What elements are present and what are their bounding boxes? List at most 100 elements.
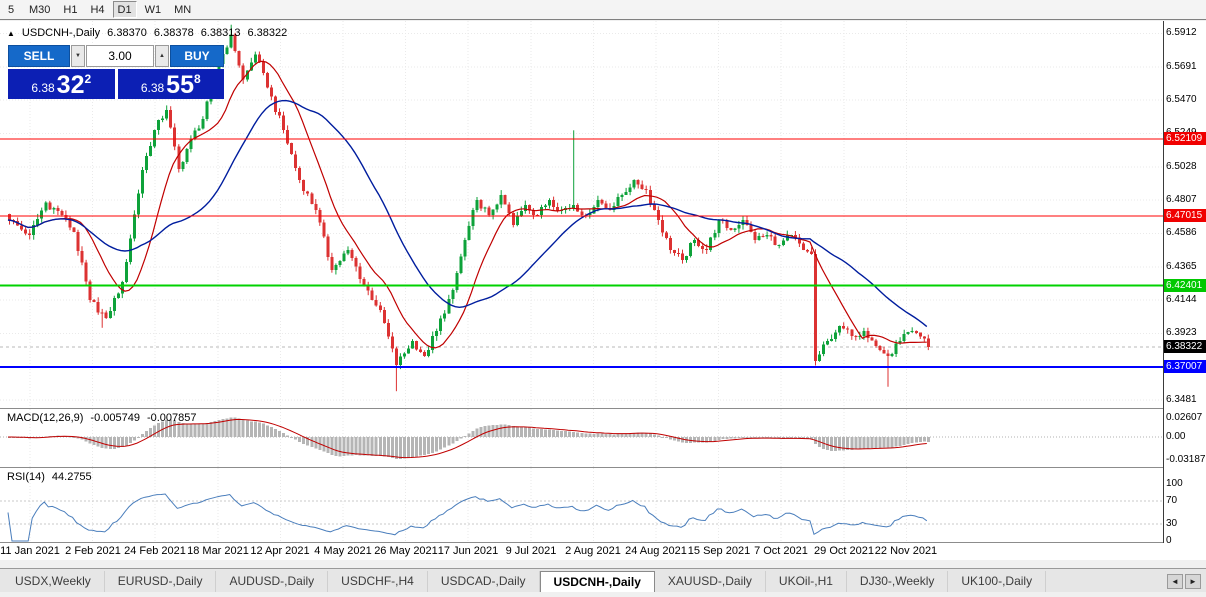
sell-price-big: 32 [56, 71, 85, 99]
volume-decrease-button[interactable]: ▼ [71, 45, 85, 67]
date-axis-label: 24 Feb 2021 [124, 545, 186, 557]
candles-down [8, 32, 930, 392]
tab-ukoil-h1[interactable]: UKOil-,H1 [766, 571, 847, 592]
price-axis-label: 6.5691 [1166, 61, 1197, 72]
price-axis: 6.59126.56916.54706.52496.50286.48076.45… [1163, 21, 1206, 543]
price-axis-label: 6.4586 [1166, 227, 1197, 238]
date-axis-label: 18 Mar 2021 [187, 545, 249, 557]
macd-axis-label: -0.03187 [1166, 454, 1206, 465]
panel-splitter[interactable] [0, 467, 1206, 468]
date-axis-label: 26 May 2021 [374, 545, 438, 557]
date-axis-label: 24 Aug 2021 [625, 545, 687, 557]
timeframe-button-m30[interactable]: M30 [29, 3, 51, 16]
rsi-axis-label: 30 [1166, 518, 1178, 529]
timeframe-button-5[interactable]: 5 [7, 3, 15, 16]
price-axis-label: 6.3923 [1166, 327, 1197, 338]
price-axis-label: 6.3481 [1166, 394, 1197, 405]
macd-axis-label: 0.00 [1166, 431, 1186, 442]
buy-price-display[interactable]: 6.38 55 8 [117, 69, 224, 99]
chart-tab-bar: USDX,Weekly EURUSD-,Daily AUDUSD-,Daily USD… [0, 568, 1206, 592]
sell-button[interactable]: SELL [8, 45, 70, 67]
buy-price-head: 6.38 [140, 81, 165, 95]
macd-value-2: -0.007857 [146, 412, 197, 424]
rsi-value: 44.2755 [51, 471, 92, 483]
date-axis: 11 Jan 2021 2 Feb 2021 24 Feb 2021 18 Mar 2… [0, 543, 1206, 560]
macd-signal-line [8, 418, 927, 459]
panel-splitter[interactable] [0, 542, 1206, 543]
date-axis-label: 2 Feb 2021 [65, 545, 121, 557]
date-axis-label: 17 Jun 2021 [437, 545, 499, 557]
date-axis-label: 4 May 2021 [314, 545, 372, 557]
chart-collapse-icon[interactable]: ▲ [7, 28, 15, 38]
macd-name: MACD(12,26,9) [7, 412, 84, 424]
rsi-name: RSI(14) [7, 471, 45, 483]
tab-scroll-controls: ◄ ► [1167, 574, 1201, 589]
tab-usdx-weekly[interactable]: USDX,Weekly [2, 571, 105, 592]
date-axis-label: 29 Oct 2021 [814, 545, 874, 557]
buy-price-big: 55 [166, 71, 194, 99]
price-axis-label: 6.5028 [1166, 161, 1197, 172]
timeframe-button-d1[interactable]: D1 [112, 1, 137, 18]
price-axis-badge: 6.38322 [1164, 340, 1206, 353]
ohlc-high-value: 6.38378 [153, 27, 194, 39]
buy-button[interactable]: BUY [170, 45, 224, 67]
tab-usdchf-h4[interactable]: USDCHF-,H4 [328, 571, 428, 592]
price-chart-panel: ▲ USDCNH-,Daily 6.38370 6.38378 6.38313 … [0, 21, 1163, 408]
chart-symbol-label: USDCNH-,Daily [21, 27, 101, 39]
one-click-trading-panel: SELL ▼ 3.00 ▲ BUY 6.38 32 2 6.38 55 8 [8, 45, 224, 99]
ohlc-close-value: 6.38322 [247, 27, 288, 39]
date-axis-label: 7 Oct 2021 [754, 545, 808, 557]
rsi-indicator-panel: RSI(14) 44.2755 [0, 468, 1163, 542]
timeframe-button-h1[interactable]: H1 [63, 3, 78, 16]
sell-price-pip: 2 [84, 72, 92, 86]
sell-price-display[interactable]: 6.38 32 2 [8, 69, 115, 99]
rsi-label: RSI(14) 44.2755 [7, 471, 92, 483]
tab-usdcad-daily[interactable]: USDCAD-,Daily [428, 571, 540, 592]
ma-slow-line [7, 99, 928, 328]
volume-increase-button[interactable]: ▲ [155, 45, 169, 67]
candles-up [32, 24, 914, 370]
rsi-canvas[interactable] [0, 468, 1163, 542]
panel-splitter[interactable] [0, 408, 1206, 409]
date-axis-label: 22 Nov 2021 [874, 545, 938, 557]
macd-label: MACD(12,26,9) -0.005749 -0.007857 [7, 412, 197, 424]
tab-uk100-daily[interactable]: UK100-,Daily [948, 571, 1047, 592]
tab-xauusd-daily[interactable]: XAUUSD-,Daily [655, 571, 766, 592]
macd-canvas[interactable] [0, 409, 1163, 467]
timeframe-button-h4[interactable]: H4 [90, 3, 105, 16]
rsi-axis-label: 70 [1166, 495, 1178, 506]
sell-price-head: 6.38 [31, 81, 55, 95]
timeframe-button-mn[interactable]: MN [174, 3, 192, 16]
date-axis-label: 9 Jul 2021 [505, 545, 557, 557]
tab-scroll-right-icon[interactable]: ► [1185, 574, 1201, 589]
ohlc-open-value: 6.38370 [107, 27, 147, 39]
price-axis-label: 6.5912 [1166, 27, 1197, 38]
date-axis-label: 15 Sep 2021 [687, 545, 751, 557]
timeframe-button-w1[interactable]: W1 [144, 3, 162, 16]
price-axis-label: 6.4144 [1166, 294, 1197, 305]
date-axis-label: 12 Apr 2021 [250, 545, 310, 557]
price-chart-canvas[interactable] [0, 21, 1163, 408]
date-axis-label: 11 Jan 2021 [0, 545, 60, 557]
tab-usdcnh-daily[interactable]: USDCNH-,Daily [539, 571, 655, 592]
ohlc-low-value: 6.38313 [200, 27, 241, 39]
price-axis-badge: 6.42401 [1164, 279, 1206, 292]
price-axis-badge: 6.37007 [1164, 360, 1206, 373]
tab-scroll-left-icon[interactable]: ◄ [1167, 574, 1183, 589]
price-axis-badge: 6.52109 [1164, 132, 1206, 145]
macd-value-1: -0.005749 [90, 412, 140, 424]
macd-axis-label: 0.02607 [1166, 412, 1203, 423]
buy-price-pip: 8 [193, 72, 201, 86]
date-axis-label: 2 Aug 2021 [565, 545, 621, 557]
tab-audusd-daily[interactable]: AUDUSD-,Daily [216, 571, 329, 592]
price-axis-badge: 6.47015 [1164, 209, 1206, 222]
price-axis-label: 6.4807 [1166, 194, 1197, 205]
chart-title: ▲ USDCNH-,Daily 6.38370 6.38378 6.38313 … [7, 27, 287, 39]
volume-input[interactable]: 3.00 [86, 45, 154, 67]
tab-dj30-weekly[interactable]: DJ30-,Weekly [847, 571, 949, 592]
chart-tabs: USDX,Weekly EURUSD-,Daily AUDUSD-,Daily USD… [2, 571, 1167, 592]
macd-histogram [8, 417, 930, 459]
rsi-line [7, 493, 928, 542]
tab-eurusd-daily[interactable]: EURUSD-,Daily [105, 571, 217, 592]
